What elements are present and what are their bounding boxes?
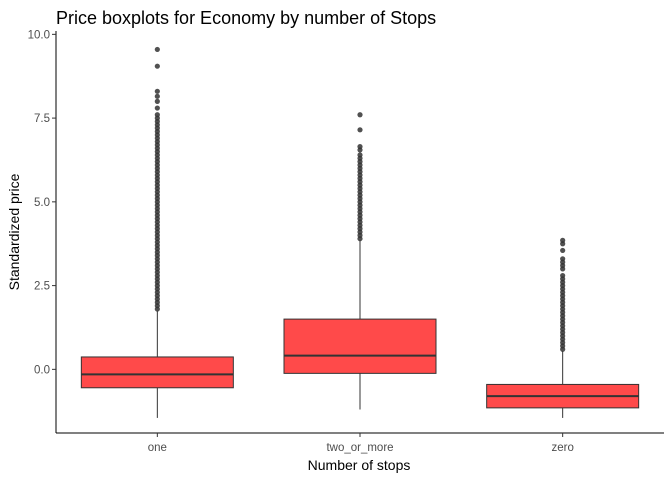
outlier-point	[560, 237, 566, 243]
outlier-point	[154, 46, 160, 53]
chart-title: Price boxplots for Economy by number of …	[56, 8, 436, 28]
outlier-point	[154, 93, 160, 99]
outlier-point	[357, 152, 363, 158]
y-tick-label: 0.0	[34, 364, 50, 376]
y-axis-title: Standardized price	[6, 173, 22, 290]
outlier-point	[154, 105, 160, 111]
outlier-point	[154, 98, 160, 104]
y-tick-label: 2.5	[34, 281, 50, 293]
box-iqr	[80, 356, 234, 389]
y-tick-label: 7.5	[34, 113, 50, 125]
box-iqr	[283, 318, 437, 374]
outlier-point	[357, 127, 363, 133]
outlier-point	[154, 88, 160, 94]
outlier-point	[357, 112, 363, 118]
y-tick-label: 10.0	[28, 29, 50, 41]
box-two_or_more	[283, 112, 437, 410]
x-axis-title: Number of stops	[308, 457, 411, 473]
box-one	[80, 46, 234, 418]
x-tick-label: two_or_more	[326, 442, 393, 454]
outlier-point	[154, 63, 160, 69]
x-tick-label: zero	[551, 442, 573, 454]
box-zero	[486, 237, 640, 418]
outlier-point	[357, 143, 363, 150]
x-tick-label: one	[148, 442, 167, 454]
y-axis: 0.0 2.5 5.0 7.5 10.0	[28, 29, 57, 433]
plot-area	[80, 46, 640, 418]
outlier-point	[560, 247, 566, 254]
outlier-point	[560, 272, 566, 279]
outlier-point	[154, 112, 160, 118]
x-axis: one two_or_more zero	[56, 432, 664, 454]
outlier-point	[560, 256, 566, 262]
y-tick-label: 5.0	[34, 197, 50, 209]
